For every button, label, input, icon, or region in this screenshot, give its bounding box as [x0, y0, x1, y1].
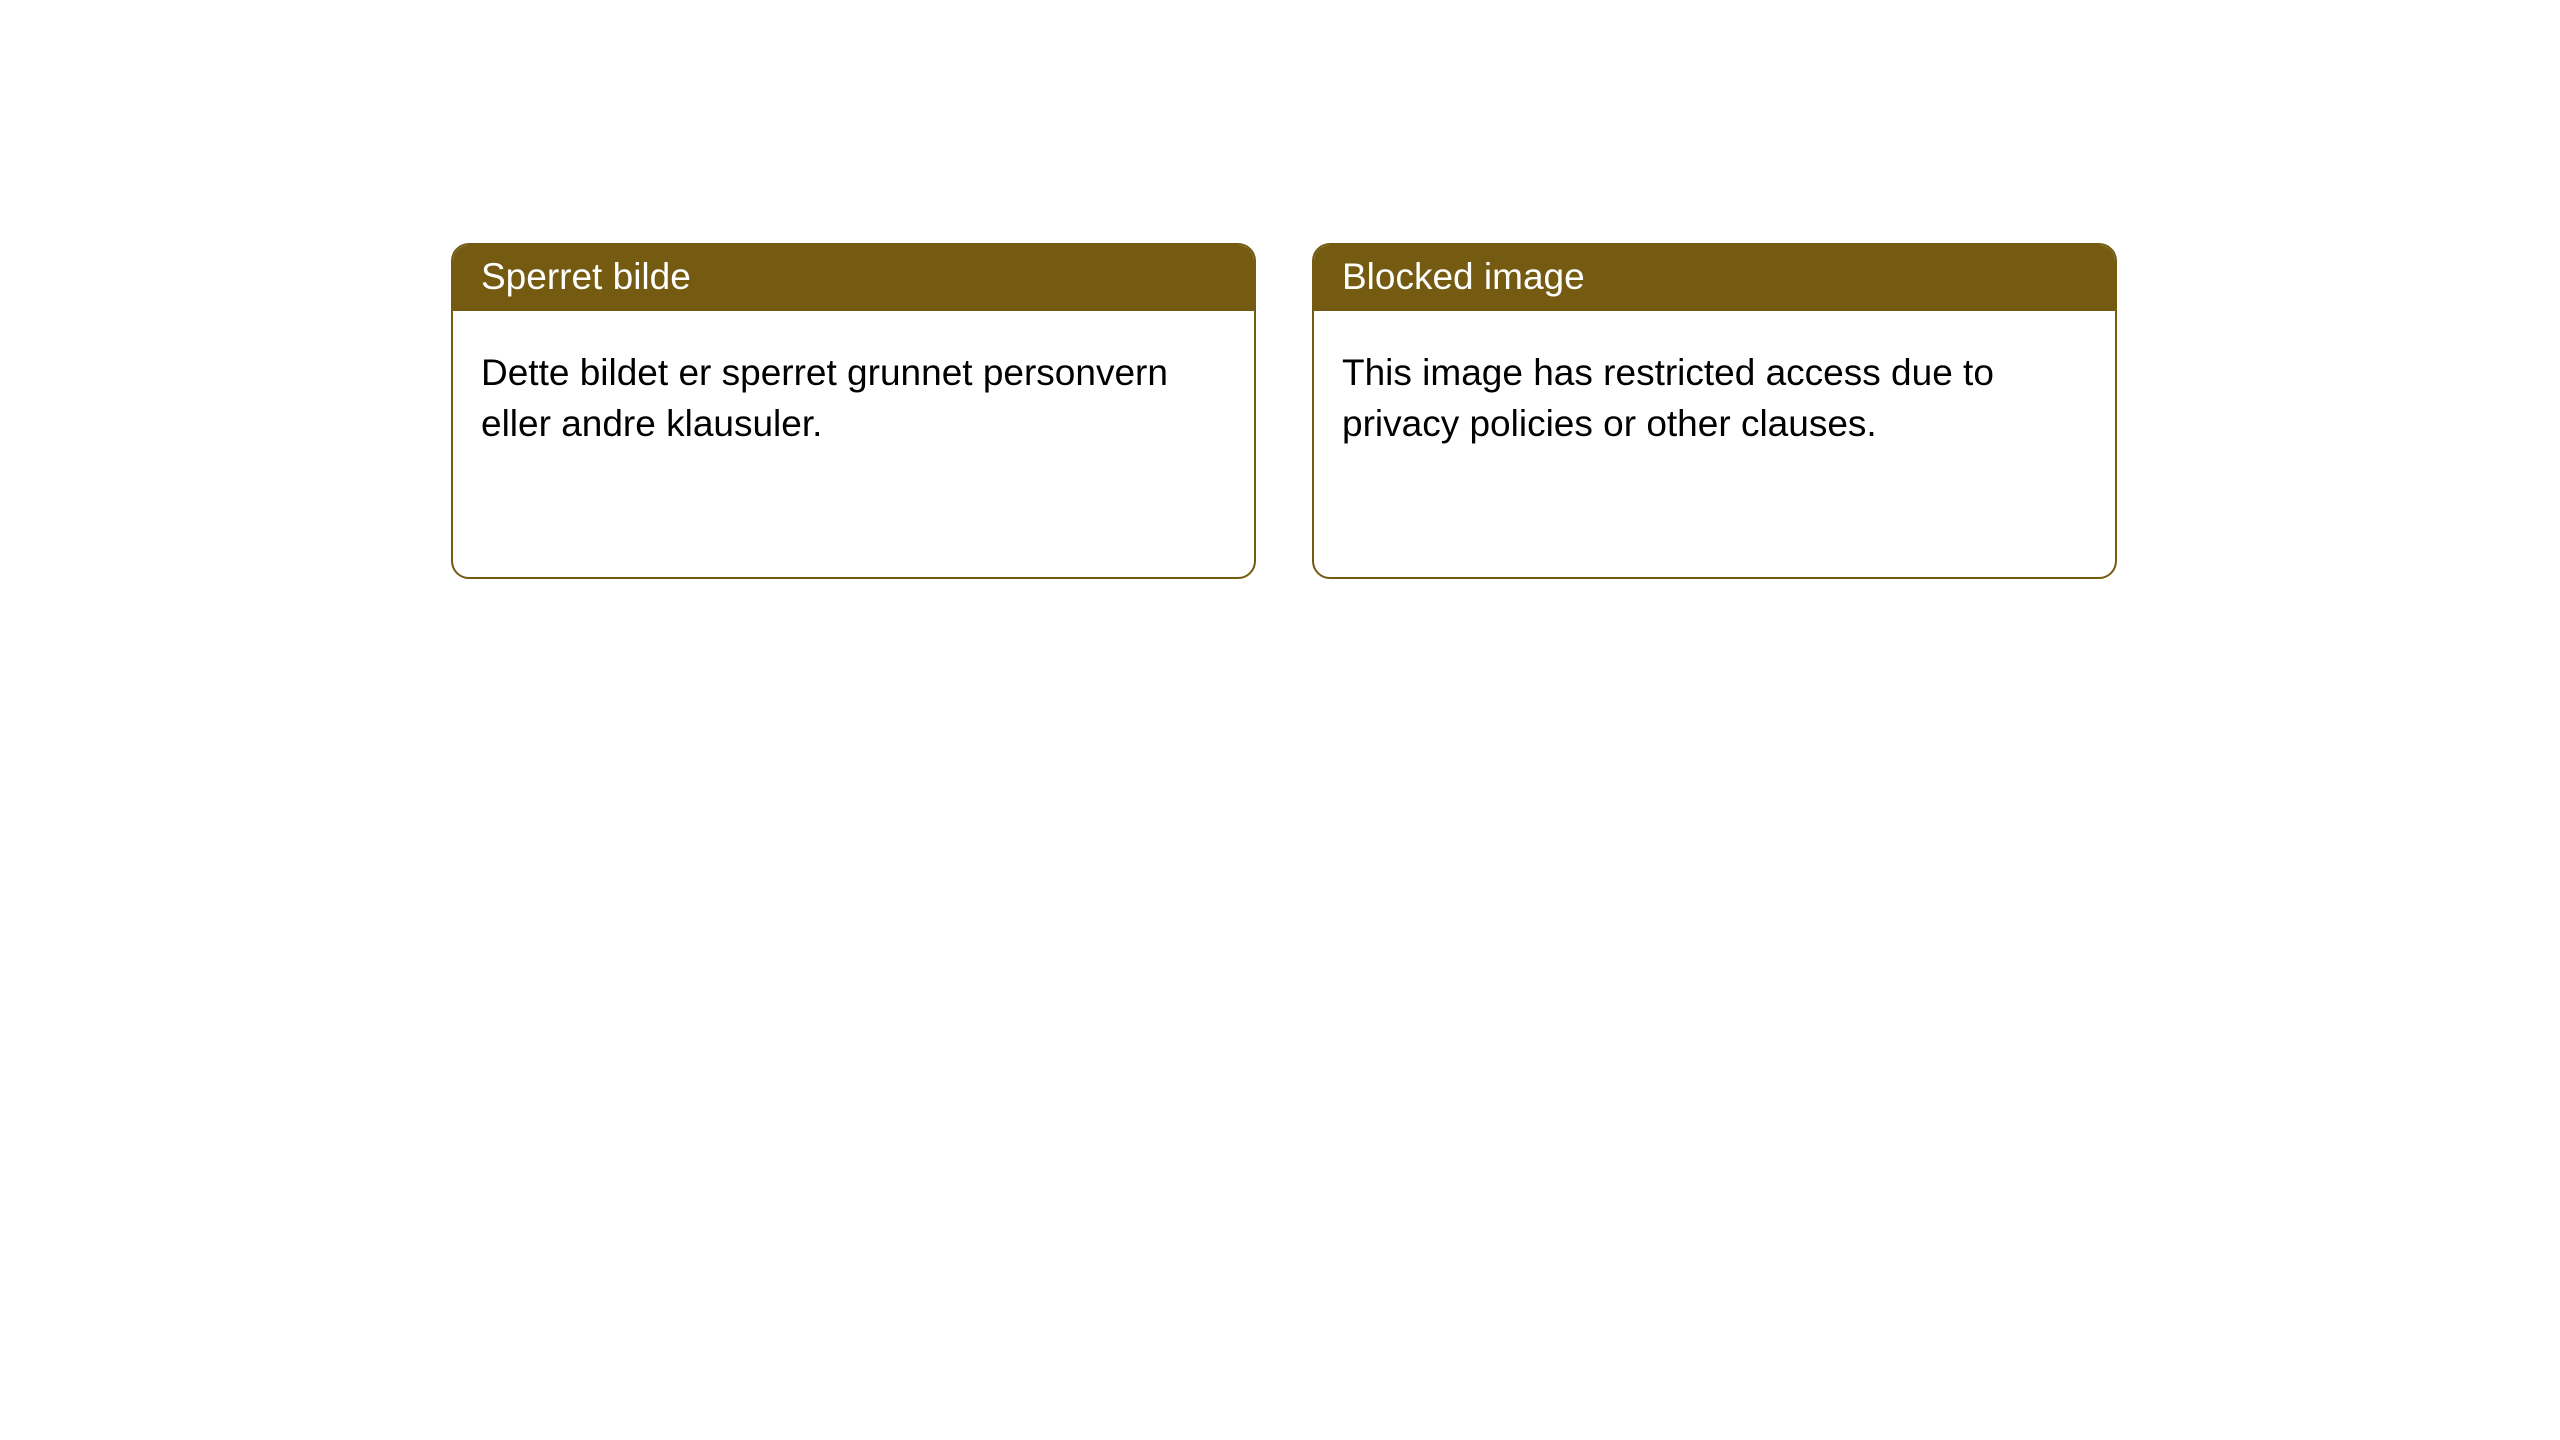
notice-body: This image has restricted access due to …: [1314, 311, 2115, 485]
notice-card-norwegian: Sperret bilde Dette bildet er sperret gr…: [451, 243, 1256, 579]
notice-header: Sperret bilde: [453, 245, 1254, 311]
notice-body: Dette bildet er sperret grunnet personve…: [453, 311, 1254, 485]
notice-container: Sperret bilde Dette bildet er sperret gr…: [0, 0, 2560, 579]
notice-header: Blocked image: [1314, 245, 2115, 311]
notice-card-english: Blocked image This image has restricted …: [1312, 243, 2117, 579]
